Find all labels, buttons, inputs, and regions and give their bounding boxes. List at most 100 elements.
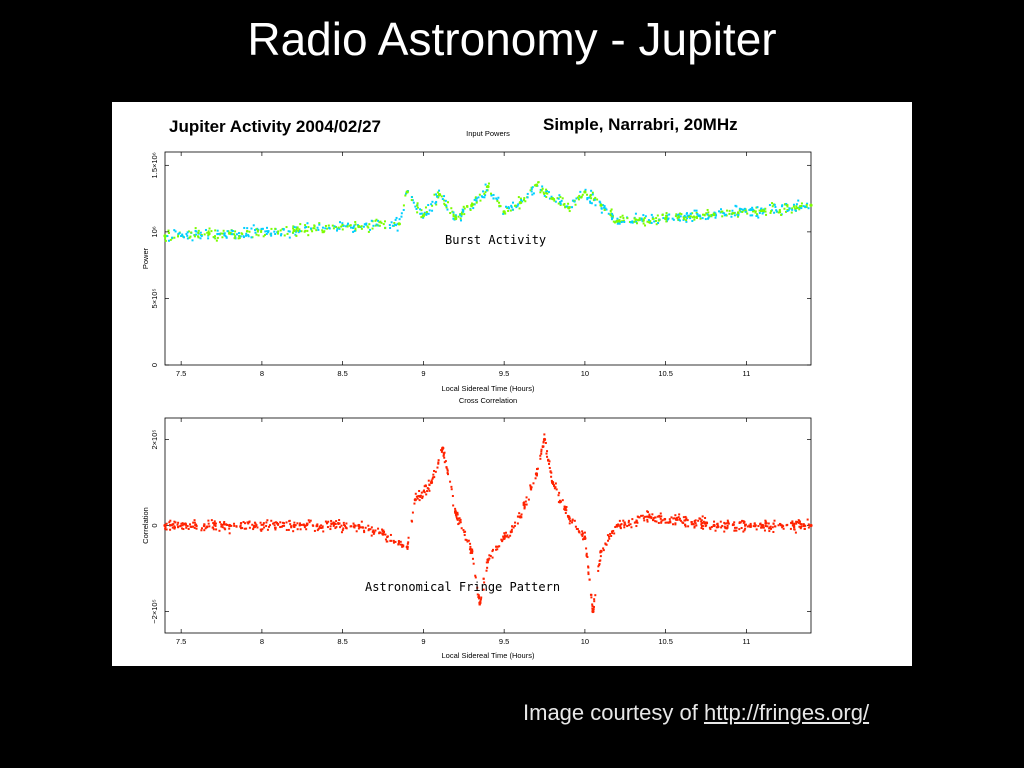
power-data-point: [481, 196, 484, 199]
power-data-point: [404, 194, 407, 197]
power-series-point: [534, 183, 539, 187]
corr-data-point: [485, 561, 488, 564]
power-data-point: [557, 197, 560, 200]
power-data-point: [665, 212, 668, 215]
power-data-point: [174, 230, 177, 233]
chart-figure: Jupiter Activity 2004/02/27 Simple, Narr…: [112, 102, 912, 666]
corr-data-point: [427, 479, 430, 482]
corr-data-point: [651, 513, 654, 516]
power-data-point: [635, 220, 638, 223]
corr-data-point: [300, 523, 303, 526]
corr-data-point: [695, 524, 698, 527]
corr-data-point: [277, 523, 280, 526]
power-data-point: [559, 201, 562, 204]
corr-data-point: [174, 526, 177, 529]
corr-data-point: [273, 521, 276, 524]
corr-data-point: [307, 519, 310, 522]
power-data-point: [797, 199, 800, 202]
corr-data-point: [355, 530, 358, 533]
credit-link[interactable]: http://fringes.org/: [703, 700, 870, 725]
power-data-point: [755, 206, 758, 209]
corr-data-point: [456, 518, 459, 521]
corr-data-point: [173, 520, 176, 523]
corr-data-point: [704, 525, 707, 528]
corr-data-point: [587, 565, 590, 568]
power-data-point: [375, 218, 378, 221]
power-data-point: [584, 188, 587, 191]
corr-data-point: [796, 520, 799, 523]
corr-data-point: [169, 524, 172, 527]
power-data-point: [245, 230, 248, 233]
power-data-point: [775, 209, 778, 212]
power-series-point: [228, 231, 232, 235]
power-data-point: [657, 219, 660, 222]
power-data-point: [435, 203, 438, 206]
power-data-point: [416, 202, 419, 205]
power-data-point: [234, 230, 237, 233]
power-data-point: [287, 230, 290, 233]
power-data-point: [656, 214, 659, 217]
slide-title: Radio Astronomy - Jupiter: [247, 13, 777, 65]
chart-svg: Jupiter Activity 2004/02/27 Simple, Narr…: [141, 115, 813, 660]
corr-data-point: [557, 501, 560, 504]
corr-data-point: [749, 524, 752, 527]
corr-data-point: [263, 526, 266, 529]
corr-data-point: [611, 532, 614, 535]
corr-data-point: [652, 519, 655, 522]
power-data-point: [778, 208, 781, 211]
corr-series-point: [502, 536, 506, 540]
power-data-point: [254, 231, 257, 234]
corr-data-point: [669, 520, 672, 523]
corr-data-point: [620, 523, 623, 526]
corr-data-point: [659, 517, 662, 520]
corr-data-point: [341, 529, 344, 532]
corr-data-point: [492, 548, 495, 551]
power-data-point: [460, 211, 463, 214]
corr-data-point: [321, 525, 324, 528]
power-data-point: [646, 220, 649, 223]
power-data-point: [784, 210, 787, 213]
power-data-point: [545, 192, 548, 195]
corr-data-point: [322, 530, 325, 533]
corr-data-point: [660, 515, 663, 518]
corr-series-point: [357, 523, 361, 528]
corr-data-point: [505, 535, 508, 538]
corr-data-point: [222, 522, 225, 525]
power-data-point: [537, 181, 540, 184]
power-data-point: [507, 209, 510, 212]
power-data-point: [443, 195, 446, 198]
corr-data-point: [760, 526, 763, 529]
power-data-point: [164, 239, 167, 242]
corr-data-point: [700, 527, 703, 530]
power-data-point: [309, 227, 312, 230]
power-data-point: [771, 205, 774, 208]
corr-series-point: [518, 515, 522, 519]
corr-data-point: [260, 523, 263, 526]
corr-data-point: [223, 527, 226, 530]
corr-data-point: [381, 528, 384, 531]
corr-data-point: [524, 500, 527, 503]
power-data-point: [266, 226, 269, 229]
power-data-point: [438, 189, 441, 192]
power-data-point: [707, 216, 710, 219]
power-data-point: [675, 214, 678, 217]
power-data-point: [805, 203, 808, 206]
power-panel: Input Powers Local Sidereal Time (Hours) P…: [141, 129, 813, 393]
corr-data-point: [363, 531, 366, 534]
corr-data-point: [785, 524, 788, 527]
corr-data-point: [344, 524, 347, 527]
power-data-point: [530, 186, 533, 189]
corr-data-point: [496, 548, 499, 551]
corr-data-point: [798, 525, 801, 528]
corr-data-point: [744, 524, 747, 527]
corr-data-point: [773, 519, 776, 522]
power-data-point: [688, 215, 691, 218]
corr-data-point: [489, 554, 492, 557]
power-data-point: [698, 214, 701, 217]
corr-data-point: [598, 562, 601, 565]
corr-data-point: [478, 596, 481, 599]
power-data-point: [277, 232, 280, 235]
corr-data-point: [738, 528, 741, 531]
corr-data-point: [174, 521, 177, 524]
corr-data-point: [799, 527, 802, 530]
